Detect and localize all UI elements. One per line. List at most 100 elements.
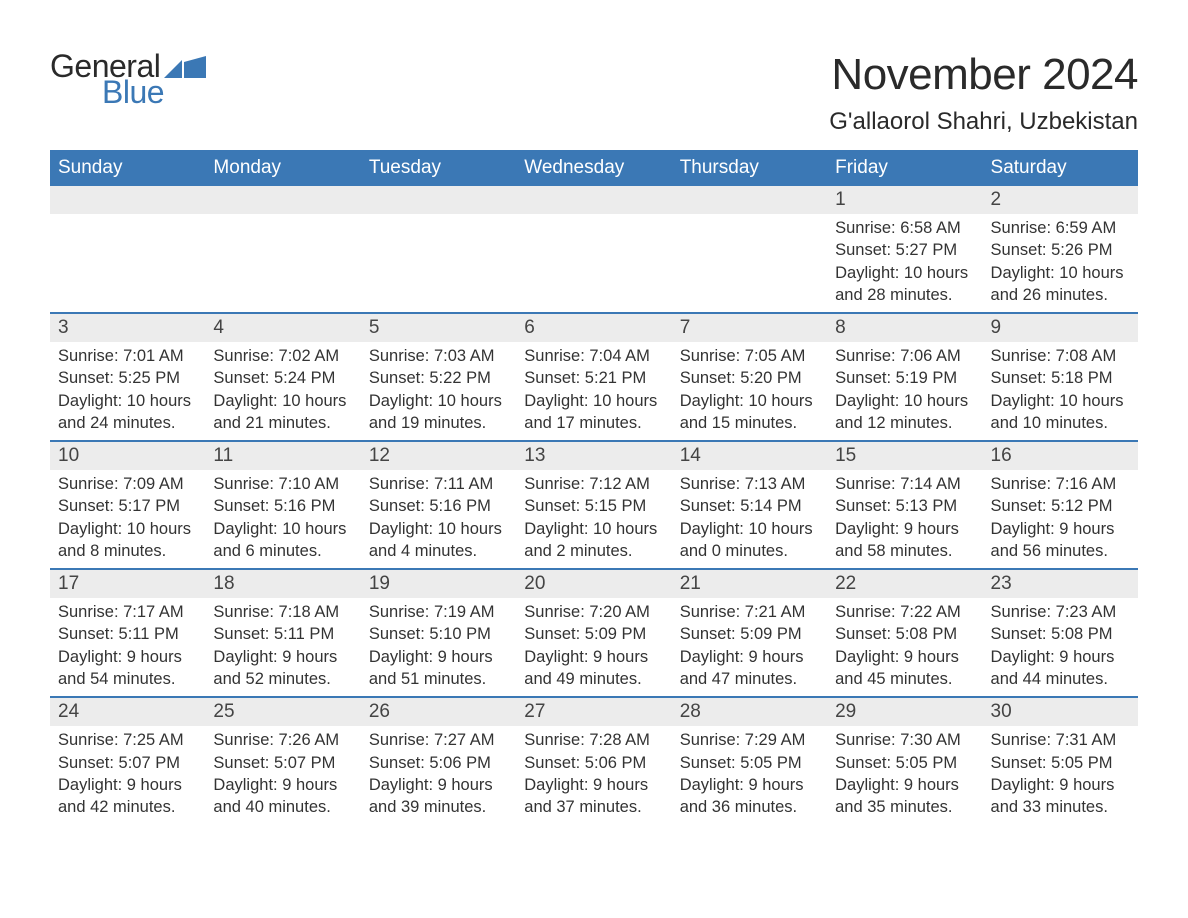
sunset-text: Sunset: 5:06 PM [369, 752, 508, 774]
day-body: Sunrise: 7:11 AMSunset: 5:16 PMDaylight:… [361, 470, 516, 568]
day-number: 15 [827, 442, 982, 470]
day-number: 4 [205, 314, 360, 342]
day-cell: 5Sunrise: 7:03 AMSunset: 5:22 PMDaylight… [361, 314, 516, 440]
weeks-container: 1Sunrise: 6:58 AMSunset: 5:27 PMDaylight… [50, 186, 1138, 824]
day-header-thursday: Thursday [672, 150, 827, 186]
day-number: 9 [983, 314, 1138, 342]
day-body: Sunrise: 7:21 AMSunset: 5:09 PMDaylight:… [672, 598, 827, 696]
sunset-text: Sunset: 5:12 PM [991, 495, 1130, 517]
empty-day-bar [50, 186, 205, 214]
sunset-text: Sunset: 5:11 PM [58, 623, 197, 645]
empty-day-bar [516, 186, 671, 214]
day-cell: 6Sunrise: 7:04 AMSunset: 5:21 PMDaylight… [516, 314, 671, 440]
week-row: 24Sunrise: 7:25 AMSunset: 5:07 PMDayligh… [50, 696, 1138, 824]
sunset-text: Sunset: 5:09 PM [680, 623, 819, 645]
sunrise-text: Sunrise: 7:20 AM [524, 601, 663, 623]
day-cell: 29Sunrise: 7:30 AMSunset: 5:05 PMDayligh… [827, 698, 982, 824]
day-cell: 17Sunrise: 7:17 AMSunset: 5:11 PMDayligh… [50, 570, 205, 696]
day-body: Sunrise: 7:30 AMSunset: 5:05 PMDaylight:… [827, 726, 982, 824]
daylight-text: Daylight: 10 hours and 6 minutes. [213, 518, 352, 563]
calendar-grid: Sunday Monday Tuesday Wednesday Thursday… [50, 150, 1138, 824]
day-number: 17 [50, 570, 205, 598]
day-body: Sunrise: 7:14 AMSunset: 5:13 PMDaylight:… [827, 470, 982, 568]
daylight-text: Daylight: 9 hours and 36 minutes. [680, 774, 819, 819]
day-cell: 3Sunrise: 7:01 AMSunset: 5:25 PMDaylight… [50, 314, 205, 440]
sunrise-text: Sunrise: 7:13 AM [680, 473, 819, 495]
day-number: 8 [827, 314, 982, 342]
daylight-text: Daylight: 10 hours and 26 minutes. [991, 262, 1130, 307]
sunset-text: Sunset: 5:08 PM [991, 623, 1130, 645]
day-number: 14 [672, 442, 827, 470]
sunset-text: Sunset: 5:05 PM [835, 752, 974, 774]
day-number: 21 [672, 570, 827, 598]
day-cell [361, 186, 516, 312]
sunset-text: Sunset: 5:16 PM [369, 495, 508, 517]
week-row: 3 Sunrise: 7:01 AMSunset: 5:25 PM Daylight… [50, 312, 1138, 440]
empty-day-bar [672, 186, 827, 214]
location-subtitle: G'allaorol Shahri, Uzbekistan [829, 108, 1138, 136]
daylight-text: Daylight: 10 hours and 15 minutes. [680, 390, 819, 435]
day-body: Sunrise: 7:04 AMSunset: 5:21 PMDaylight:… [516, 342, 671, 440]
daylight-text: Daylight: 9 hours and 56 minutes. [991, 518, 1130, 563]
day-cell: 2Sunrise: 6:59 AMSunset: 5:26 PMDaylight… [983, 186, 1138, 312]
sunrise-text: Sunrise: 7:28 AM [524, 729, 663, 751]
daylight-text: Daylight: 9 hours and 37 minutes. [524, 774, 663, 819]
daylight-text: Daylight: 9 hours and 42 minutes. [58, 774, 197, 819]
day-number: 18 [205, 570, 360, 598]
sunset-text: Sunset: 5:14 PM [680, 495, 819, 517]
sunset-text: Sunset: 5:25 PM [58, 367, 197, 389]
sunrise-text: Sunrise: 7:01 AM [58, 345, 197, 367]
sunrise-text: Sunrise: 7:03 AM [369, 345, 508, 367]
day-number: 16 [983, 442, 1138, 470]
day-cell: 11Sunrise: 7:10 AMSunset: 5:16 PMDayligh… [205, 442, 360, 568]
day-number: 13 [516, 442, 671, 470]
day-cell: 1Sunrise: 6:58 AMSunset: 5:27 PMDaylight… [827, 186, 982, 312]
sunrise-text: Sunrise: 7:18 AM [213, 601, 352, 623]
sunset-text: Sunset: 5:24 PM [213, 367, 352, 389]
sunrise-text: Sunrise: 6:59 AM [991, 217, 1130, 239]
daylight-text: Daylight: 9 hours and 35 minutes. [835, 774, 974, 819]
day-number: 23 [983, 570, 1138, 598]
day-number: 27 [516, 698, 671, 726]
day-body: Sunrise: 7:12 AMSunset: 5:15 PMDaylight:… [516, 470, 671, 568]
day-cell: 19Sunrise: 7:19 AMSunset: 5:10 PMDayligh… [361, 570, 516, 696]
day-body: Sunrise: 7:26 AMSunset: 5:07 PMDaylight:… [205, 726, 360, 824]
day-body: Sunrise: 7:25 AMSunset: 5:07 PMDaylight:… [50, 726, 205, 824]
sunset-text: Sunset: 5:19 PM [835, 367, 974, 389]
week-row: 1Sunrise: 6:58 AMSunset: 5:27 PMDaylight… [50, 186, 1138, 312]
sunset-text: Sunset: 5:18 PM [991, 367, 1130, 389]
day-number: 2 [983, 186, 1138, 214]
daylight-text: Daylight: 9 hours and 51 minutes. [369, 646, 508, 691]
sunset-text: Sunset: 5:05 PM [680, 752, 819, 774]
sunrise-text: Sunrise: 7:11 AM [369, 473, 508, 495]
daylight-text: Daylight: 9 hours and 49 minutes. [524, 646, 663, 691]
day-cell: 20Sunrise: 7:20 AMSunset: 5:09 PMDayligh… [516, 570, 671, 696]
sunset-text: Sunset: 5:10 PM [369, 623, 508, 645]
title-block: November 2024 G'allaorol Shahri, Uzbekis… [829, 50, 1138, 136]
day-body: Sunrise: 7:08 AMSunset: 5:18 PMDaylight:… [983, 342, 1138, 440]
day-header-wednesday: Wednesday [516, 150, 671, 186]
day-number: 3 [50, 314, 205, 342]
sunrise-text: Sunrise: 7:12 AM [524, 473, 663, 495]
daylight-text: Daylight: 10 hours and 12 minutes. [835, 390, 974, 435]
day-cell: 27Sunrise: 7:28 AMSunset: 5:06 PMDayligh… [516, 698, 671, 824]
sunrise-text: Sunrise: 7:23 AM [991, 601, 1130, 623]
day-cell: 15Sunrise: 7:14 AMSunset: 5:13 PMDayligh… [827, 442, 982, 568]
day-cell: 30Sunrise: 7:31 AMSunset: 5:05 PMDayligh… [983, 698, 1138, 824]
daylight-text: Daylight: 10 hours and 28 minutes. [835, 262, 974, 307]
day-body: Sunrise: 7:16 AMSunset: 5:12 PMDaylight:… [983, 470, 1138, 568]
day-cell: 7Sunrise: 7:05 AMSunset: 5:20 PMDaylight… [672, 314, 827, 440]
day-cell: 28Sunrise: 7:29 AMSunset: 5:05 PMDayligh… [672, 698, 827, 824]
sunset-text: Sunset: 5:13 PM [835, 495, 974, 517]
day-body: Sunrise: 7:28 AMSunset: 5:06 PMDaylight:… [516, 726, 671, 824]
day-number: 25 [205, 698, 360, 726]
daylight-text: Daylight: 9 hours and 33 minutes. [991, 774, 1130, 819]
day-body: Sunrise: 6:58 AMSunset: 5:27 PMDaylight:… [827, 214, 982, 312]
day-body: Sunrise: 7:10 AMSunset: 5:16 PMDaylight:… [205, 470, 360, 568]
day-cell: 13Sunrise: 7:12 AMSunset: 5:15 PMDayligh… [516, 442, 671, 568]
sunrise-text: Sunrise: 7:22 AM [835, 601, 974, 623]
daylight-text: Daylight: 10 hours and 8 minutes. [58, 518, 197, 563]
day-cell [205, 186, 360, 312]
sunset-text: Sunset: 5:07 PM [213, 752, 352, 774]
sunrise-text: Sunrise: 7:19 AM [369, 601, 508, 623]
